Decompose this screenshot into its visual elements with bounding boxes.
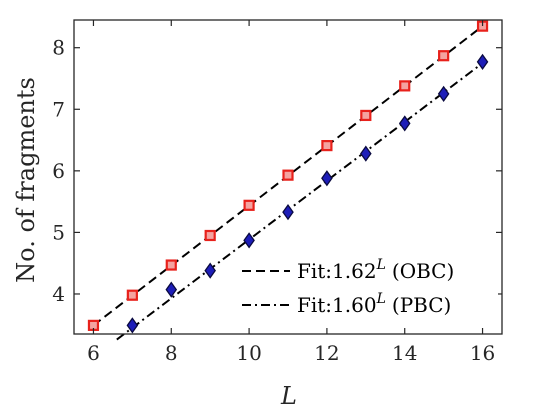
x-tick-label: 12 [314, 341, 339, 365]
y-tick-label: 5 [52, 220, 65, 244]
axis-ticks: 6 8 10 12 14 16 4 5 6 7 8 [52, 20, 502, 365]
data-point-diamond [476, 53, 489, 70]
y-tick-label: 8 [52, 36, 65, 60]
data-point-square [321, 140, 333, 152]
data-point-square [438, 50, 450, 62]
data-point-diamond [282, 203, 294, 221]
fit-line-1 [116, 62, 484, 341]
data-point-diamond [243, 232, 255, 249]
data-point-diamond [437, 85, 450, 103]
x-tick-label: 6 [87, 341, 100, 365]
data-point-diamond [204, 262, 216, 279]
y-axis-label: No. of fragments [12, 77, 40, 283]
data-point-diamond [165, 281, 178, 298]
data-point-square [243, 199, 255, 211]
legend-pbc-suffix: (PBC) [392, 293, 451, 317]
data-markers [87, 20, 489, 334]
legend-obc-sup: L [376, 257, 386, 273]
y-tick-label: 7 [52, 97, 65, 121]
x-tick-label: 16 [470, 341, 495, 365]
legend-box [236, 254, 498, 324]
data-point-diamond [321, 170, 333, 187]
y-tick-label: 6 [52, 159, 65, 183]
legend-obc-prefix: Fit:1.62 [297, 259, 377, 283]
data-point-diamond [360, 145, 372, 162]
legend-obc-suffix: (OBC) [392, 259, 454, 283]
x-tick-label: 10 [236, 341, 261, 365]
x-axis-label: L [280, 382, 297, 410]
plot-frame [73, 19, 503, 335]
legend-pbc-sup: L [376, 291, 386, 307]
legend-pbc-prefix: Fit:1.60 [297, 293, 377, 317]
y-tick-label: 4 [52, 282, 65, 306]
data-point-square [360, 109, 372, 122]
data-point-square [126, 289, 138, 301]
legend-label-pbc: Fit:1.60L (PBC) [297, 291, 451, 317]
legend-label-obc: Fit:1.62L (OBC) [297, 257, 454, 283]
data-point-square [204, 229, 216, 242]
data-point-square [282, 169, 294, 181]
legend: Fit:1.62L (OBC) Fit:1.60L (PBC) [236, 254, 498, 324]
data-point-square [399, 80, 411, 92]
x-tick-label: 14 [392, 341, 417, 365]
data-point-diamond [126, 317, 139, 334]
x-tick-label: 8 [165, 341, 178, 365]
data-point-diamond [398, 115, 411, 132]
data-point-square [165, 259, 177, 271]
